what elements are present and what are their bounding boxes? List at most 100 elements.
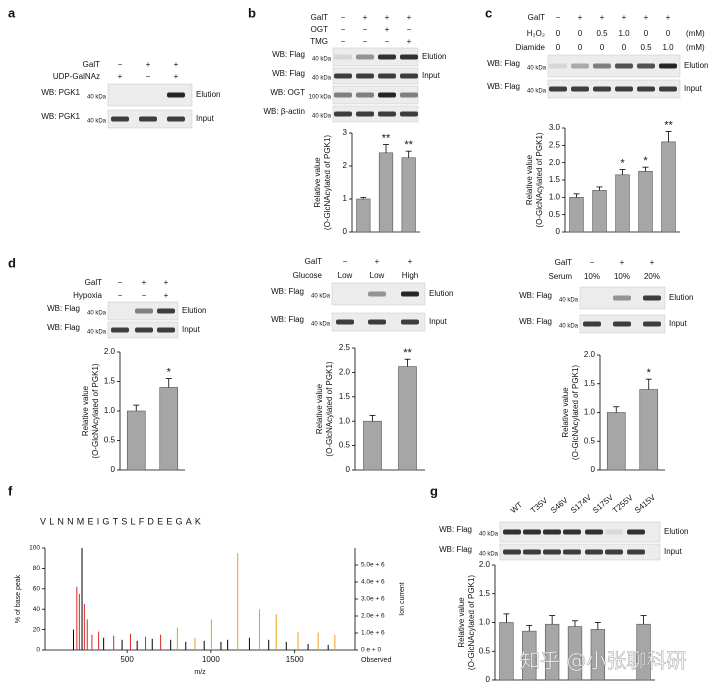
band xyxy=(593,63,611,69)
y-tick-label: 2 xyxy=(343,161,348,170)
band xyxy=(585,549,603,555)
y-axis-label: Relative value xyxy=(561,387,570,438)
bar xyxy=(126,410,146,471)
blot-label: WB: Flag xyxy=(271,315,304,324)
header-cell: − xyxy=(146,72,151,81)
band xyxy=(400,73,418,79)
band xyxy=(167,116,185,122)
header-cell: − xyxy=(556,13,561,22)
header-cell: + xyxy=(620,258,625,267)
band xyxy=(378,73,396,79)
y2-tick-label: 2.0e + 6 xyxy=(361,613,385,620)
y-tick-label: 20 xyxy=(33,626,41,633)
header-cell: + xyxy=(385,13,390,22)
y-tick-label: 0.5 xyxy=(104,436,116,445)
significance: * xyxy=(647,367,652,379)
y-axis-label: (O-GlcNAcylated of PGK1) xyxy=(325,361,334,456)
header-cell: 0 xyxy=(666,29,671,38)
y-tick-label: 0 xyxy=(591,465,596,474)
blot xyxy=(107,83,193,107)
band xyxy=(523,529,541,535)
header-cell: − xyxy=(118,278,123,287)
band xyxy=(659,63,677,69)
blot-side: Elution xyxy=(669,293,693,302)
blot-kda: 40 kDa xyxy=(311,322,331,328)
y-tick-label: 1 xyxy=(343,194,348,203)
blot-label: WB: Flag xyxy=(439,545,472,554)
band xyxy=(549,86,567,92)
band xyxy=(583,321,601,327)
y-tick-label: 2.0 xyxy=(479,560,491,569)
peptide-sequence: VLNNMEIGTSLFDEEGAK xyxy=(40,516,204,526)
header-cell: + xyxy=(146,60,151,69)
y-tick-label: 2.0 xyxy=(339,368,351,377)
blot-side: Input xyxy=(429,317,448,326)
header-cell: + xyxy=(408,257,413,266)
header-cell: + xyxy=(644,13,649,22)
band xyxy=(378,54,396,60)
blot-label: WB: Flag xyxy=(487,59,520,68)
band xyxy=(400,54,418,60)
y-tick-label: 0.5 xyxy=(584,436,596,445)
band xyxy=(605,549,623,555)
header-label: GalT xyxy=(528,13,545,22)
blot-kda: 40 kDa xyxy=(527,66,547,72)
band xyxy=(643,321,661,327)
band xyxy=(613,321,631,327)
blot-side: Input xyxy=(422,71,441,80)
bar xyxy=(592,190,607,233)
blot-kda: 40 kDa xyxy=(87,119,107,125)
y-tick-label: 3 xyxy=(343,128,348,137)
header-cell: − xyxy=(363,25,368,34)
blot-side: Input xyxy=(684,84,703,93)
band xyxy=(523,549,541,555)
band xyxy=(543,529,561,535)
header-label: Serum xyxy=(548,272,572,281)
header-label: Hypoxia xyxy=(73,291,102,300)
blot-label: WB: Flag xyxy=(47,304,80,313)
blot-label: WB: Flag xyxy=(519,317,552,326)
blot-kda: 40 kDa xyxy=(87,330,107,336)
blot-side: Elution xyxy=(429,289,453,298)
y-tick-label: 0 xyxy=(343,227,348,236)
bar xyxy=(606,412,626,471)
blot-kda: 100 kDa xyxy=(309,95,332,101)
header-cell: + xyxy=(142,278,147,287)
y-tick-label: 2.5 xyxy=(549,140,561,149)
header-label: OGT xyxy=(311,25,328,34)
bar xyxy=(401,157,416,233)
band xyxy=(643,295,661,301)
blot-label: WB: Flag xyxy=(519,291,552,300)
header-cell: 0 xyxy=(556,43,561,52)
lane-label: S174V xyxy=(569,492,594,515)
band xyxy=(111,327,129,333)
header-cell: − xyxy=(341,25,346,34)
band xyxy=(167,92,185,98)
header-cell: + xyxy=(622,13,627,22)
band xyxy=(334,92,352,98)
header-unit: (mM) xyxy=(686,43,705,52)
lane-label: S175V xyxy=(591,492,616,515)
y-tick-label: 2.5 xyxy=(339,343,351,352)
header-label: GalT xyxy=(305,257,322,266)
header-cell: + xyxy=(600,13,605,22)
y-tick-label: 1.0 xyxy=(549,192,561,201)
header-cell: 0 xyxy=(622,43,627,52)
band xyxy=(401,319,419,325)
panel-letter: a xyxy=(8,5,16,20)
header-cell: + xyxy=(407,13,412,22)
band xyxy=(400,111,418,117)
band xyxy=(401,291,419,297)
blot-kda: 40 kDa xyxy=(312,114,332,120)
header-label: TMG xyxy=(310,37,328,46)
band xyxy=(659,86,677,92)
y-tick-label: 40 xyxy=(33,606,41,613)
bar xyxy=(569,197,584,233)
bar xyxy=(159,387,179,471)
y-axis-label: % of base peak xyxy=(15,574,22,623)
band xyxy=(593,86,611,92)
y-tick-label: 0.5 xyxy=(479,646,491,655)
band xyxy=(627,549,645,555)
header-cell: + xyxy=(174,72,179,81)
lane-label: T35V xyxy=(529,496,550,516)
